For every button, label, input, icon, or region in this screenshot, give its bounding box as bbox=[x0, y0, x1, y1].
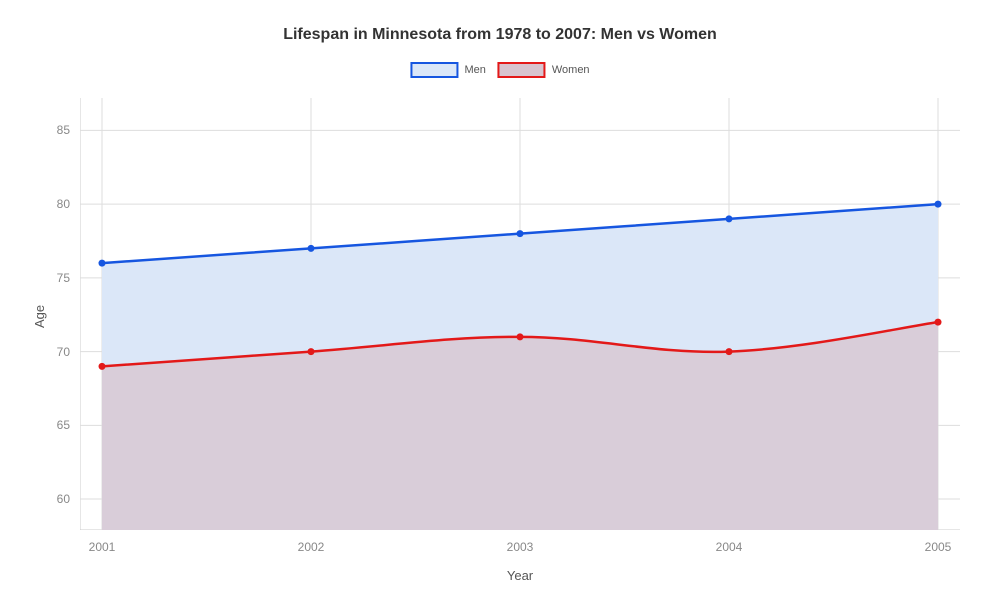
y-axis-label: Age bbox=[32, 305, 47, 328]
tick-label: 2003 bbox=[507, 540, 534, 554]
legend: Men Women bbox=[410, 62, 589, 78]
tick-label: 2005 bbox=[925, 540, 952, 554]
tick-label: 80 bbox=[57, 197, 70, 211]
chart-container: Lifespan in Minnesota from 1978 to 2007:… bbox=[0, 0, 1000, 600]
tick-label: 2001 bbox=[89, 540, 116, 554]
legend-label-men: Men bbox=[464, 64, 485, 76]
plot-area bbox=[80, 98, 960, 530]
tick-label: 2004 bbox=[716, 540, 743, 554]
tick-label: 2002 bbox=[298, 540, 325, 554]
x-axis-label: Year bbox=[507, 568, 533, 583]
legend-swatch-women bbox=[498, 62, 546, 78]
legend-item-women: Women bbox=[498, 62, 590, 78]
tick-label: 65 bbox=[57, 418, 70, 432]
tick-label: 60 bbox=[57, 492, 70, 506]
legend-swatch-men bbox=[410, 62, 458, 78]
legend-label-women: Women bbox=[552, 64, 590, 76]
tick-label: 85 bbox=[57, 123, 70, 137]
tick-label: 70 bbox=[57, 345, 70, 359]
tick-label: 75 bbox=[57, 271, 70, 285]
legend-item-men: Men bbox=[410, 62, 485, 78]
chart-title: Lifespan in Minnesota from 1978 to 2007:… bbox=[0, 26, 1000, 44]
chart-svg bbox=[80, 98, 960, 530]
